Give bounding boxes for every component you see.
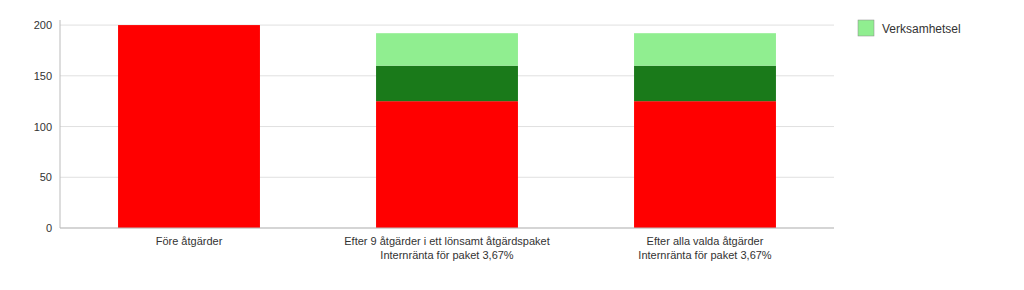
bar-segment [634, 33, 776, 65]
bar-segment [376, 33, 518, 65]
y-tick-label: 100 [34, 121, 52, 133]
grid-line [60, 228, 834, 229]
y-tick-label: 200 [34, 19, 52, 31]
y-tick-label: 50 [40, 171, 52, 183]
chart: 0 50 100 150 200 Före åtgärder Efter 9 åtgärde… [0, 0, 1024, 290]
x-axis-line [60, 228, 834, 229]
y-axis-line [60, 20, 61, 228]
x-tick-label: Efter alla valda åtgärderInternränta för… [638, 235, 772, 261]
y-tick-label: 150 [34, 70, 52, 82]
x-tick-label: Före åtgärder [156, 235, 223, 247]
x-tick-label: Efter 9 åtgärder i ett lönsamt åtgärdspa… [344, 235, 549, 261]
bars [118, 25, 776, 228]
bar-segment [634, 101, 776, 228]
bar-segment [376, 66, 518, 102]
bar-segment [118, 25, 260, 228]
bar-segment [376, 101, 518, 228]
y-tick-label: 0 [46, 222, 52, 234]
chart-container: 0 50 100 150 200 Före åtgärder Efter 9 åtgärde… [0, 0, 1024, 290]
legend-swatch [858, 20, 874, 36]
legend-label: Verksamhetsel [882, 22, 961, 36]
bar-segment [118, 25, 260, 26]
grid [60, 25, 834, 228]
bar-segment [634, 66, 776, 102]
legend: Verksamhetsel [858, 20, 961, 36]
bar-segment [118, 25, 260, 26]
